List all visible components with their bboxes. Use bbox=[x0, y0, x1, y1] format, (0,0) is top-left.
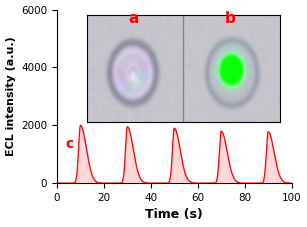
Text: c: c bbox=[65, 137, 73, 151]
X-axis label: Time (s): Time (s) bbox=[146, 208, 203, 222]
Y-axis label: ECL intensity (a.u.): ECL intensity (a.u.) bbox=[6, 37, 16, 156]
